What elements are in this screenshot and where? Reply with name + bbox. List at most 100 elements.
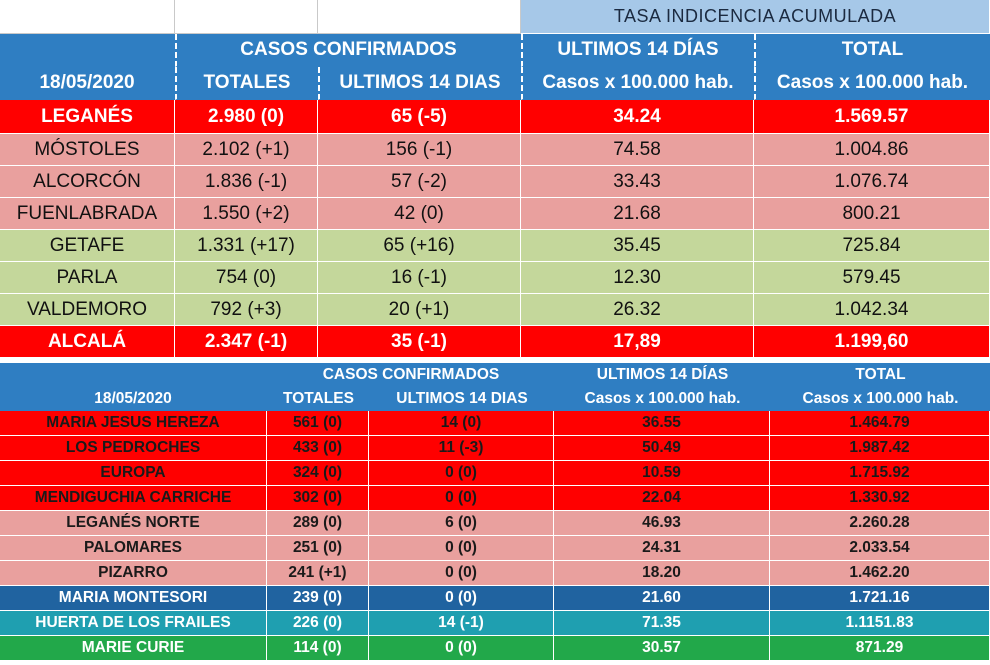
- row-name[interactable]: ALCORCÓN: [0, 166, 175, 198]
- row-totales[interactable]: 251 (0): [267, 536, 369, 561]
- row-total[interactable]: 1.042.34: [754, 294, 990, 326]
- row-name[interactable]: EUROPA: [0, 461, 267, 486]
- row-totales[interactable]: 241 (+1): [267, 561, 369, 586]
- row-rate14[interactable]: 21.60: [554, 586, 770, 611]
- row-totales[interactable]: 754 (0): [175, 262, 318, 294]
- row-name[interactable]: MARIA MONTESORI: [0, 586, 267, 611]
- row-ult14[interactable]: 11 (-3): [369, 436, 554, 461]
- header-total[interactable]: TOTAL: [770, 363, 990, 387]
- row-totales[interactable]: 2.980 (0): [175, 100, 318, 134]
- row-total[interactable]: 1.076.74: [754, 166, 990, 198]
- header-casos-confirmados[interactable]: CASOS CONFIRMADOS: [175, 34, 521, 67]
- blank-cell[interactable]: [318, 0, 521, 34]
- row-ult14[interactable]: 0 (0): [369, 461, 554, 486]
- row-name[interactable]: MÓSTOLES: [0, 134, 175, 166]
- row-totales[interactable]: 1.836 (-1): [175, 166, 318, 198]
- row-ult14[interactable]: 14 (0): [369, 411, 554, 436]
- row-total[interactable]: 1.199,60: [754, 326, 990, 358]
- row-name[interactable]: PALOMARES: [0, 536, 267, 561]
- row-rate14[interactable]: 50.49: [554, 436, 770, 461]
- row-rate14[interactable]: 17,89: [521, 326, 754, 358]
- row-name[interactable]: PARLA: [0, 262, 175, 294]
- row-ult14[interactable]: 65 (+16): [318, 230, 521, 262]
- row-name[interactable]: ALCALÁ: [0, 326, 175, 358]
- row-rate14[interactable]: 34.24: [521, 100, 754, 134]
- blank-cell[interactable]: [0, 0, 175, 34]
- header-ultimos-14[interactable]: ULTIMOS 14 DÍAS: [554, 363, 770, 387]
- row-total[interactable]: 2.033.54: [770, 536, 990, 561]
- row-total[interactable]: 800.21: [754, 198, 990, 230]
- row-name[interactable]: MARIA JESUS HEREZA: [0, 411, 267, 436]
- subheader-ultimos-14[interactable]: ULTIMOS 14 DIAS: [369, 387, 554, 411]
- subheader-totales[interactable]: TOTALES: [267, 387, 369, 411]
- row-rate14[interactable]: 71.35: [554, 611, 770, 636]
- row-totales[interactable]: 1.331 (+17): [175, 230, 318, 262]
- row-totales[interactable]: 433 (0): [267, 436, 369, 461]
- row-rate14[interactable]: 24.31: [554, 536, 770, 561]
- row-ult14[interactable]: 0 (0): [369, 636, 554, 661]
- header-ultimos-14[interactable]: ULTIMOS 14 DÍAS: [521, 34, 754, 67]
- row-total[interactable]: 725.84: [754, 230, 990, 262]
- row-name[interactable]: FUENLABRADA: [0, 198, 175, 230]
- row-ult14[interactable]: 6 (0): [369, 511, 554, 536]
- row-rate14[interactable]: 46.93: [554, 511, 770, 536]
- subheader-ultimos-14[interactable]: ULTIMOS 14 DIAS: [318, 67, 521, 100]
- row-totales[interactable]: 114 (0): [267, 636, 369, 661]
- header-empty[interactable]: [0, 363, 267, 387]
- subheader-totales[interactable]: TOTALES: [175, 67, 318, 100]
- header-tasa-incidencia[interactable]: TASA INDICENCIA ACUMULADA: [521, 0, 990, 34]
- subheader-rate-14[interactable]: Casos x 100.000 hab.: [521, 67, 754, 100]
- row-ult14[interactable]: 57 (-2): [318, 166, 521, 198]
- row-rate14[interactable]: 35.45: [521, 230, 754, 262]
- row-name[interactable]: MENDIGUCHIA CARRICHE: [0, 486, 267, 511]
- header-date[interactable]: 18/05/2020: [0, 387, 267, 411]
- blank-cell[interactable]: [175, 0, 318, 34]
- row-rate14[interactable]: 21.68: [521, 198, 754, 230]
- row-totales[interactable]: 2.347 (-1): [175, 326, 318, 358]
- row-name[interactable]: MARIE CURIE: [0, 636, 267, 661]
- row-totales[interactable]: 1.550 (+2): [175, 198, 318, 230]
- subheader-rate-14[interactable]: Casos x 100.000 hab.: [554, 387, 770, 411]
- row-name[interactable]: PIZARRO: [0, 561, 267, 586]
- row-ult14[interactable]: 0 (0): [369, 561, 554, 586]
- header-date[interactable]: 18/05/2020: [0, 67, 175, 100]
- row-ult14[interactable]: 35 (-1): [318, 326, 521, 358]
- header-casos-confirmados[interactable]: CASOS CONFIRMADOS: [267, 363, 554, 387]
- row-total[interactable]: 1.987.42: [770, 436, 990, 461]
- header-empty[interactable]: [0, 34, 175, 67]
- subheader-rate-total[interactable]: Casos x 100.000 hab.: [770, 387, 990, 411]
- row-rate14[interactable]: 33.43: [521, 166, 754, 198]
- row-total[interactable]: 1.715.92: [770, 461, 990, 486]
- row-totales[interactable]: 239 (0): [267, 586, 369, 611]
- row-name[interactable]: VALDEMORO: [0, 294, 175, 326]
- row-total[interactable]: 2.260.28: [770, 511, 990, 536]
- row-rate14[interactable]: 22.04: [554, 486, 770, 511]
- row-totales[interactable]: 561 (0): [267, 411, 369, 436]
- row-rate14[interactable]: 26.32: [521, 294, 754, 326]
- row-ult14[interactable]: 0 (0): [369, 536, 554, 561]
- header-total[interactable]: TOTAL: [754, 34, 990, 67]
- row-total[interactable]: 1.330.92: [770, 486, 990, 511]
- row-ult14[interactable]: 0 (0): [369, 486, 554, 511]
- row-ult14[interactable]: 14 (-1): [369, 611, 554, 636]
- subheader-rate-total[interactable]: Casos x 100.000 hab.: [754, 67, 990, 100]
- row-ult14[interactable]: 42 (0): [318, 198, 521, 230]
- row-rate14[interactable]: 10.59: [554, 461, 770, 486]
- row-total[interactable]: 1.1151.83: [770, 611, 990, 636]
- row-totales[interactable]: 792 (+3): [175, 294, 318, 326]
- row-ult14[interactable]: 156 (-1): [318, 134, 521, 166]
- row-rate14[interactable]: 30.57: [554, 636, 770, 661]
- row-rate14[interactable]: 18.20: [554, 561, 770, 586]
- row-totales[interactable]: 226 (0): [267, 611, 369, 636]
- row-rate14[interactable]: 12.30: [521, 262, 754, 294]
- row-name[interactable]: LEGANÉS NORTE: [0, 511, 267, 536]
- row-total[interactable]: 1.569.57: [754, 100, 990, 134]
- row-rate14[interactable]: 74.58: [521, 134, 754, 166]
- row-totales[interactable]: 302 (0): [267, 486, 369, 511]
- row-total[interactable]: 579.45: [754, 262, 990, 294]
- row-ult14[interactable]: 20 (+1): [318, 294, 521, 326]
- row-total[interactable]: 871.29: [770, 636, 990, 661]
- row-name[interactable]: LEGANÉS: [0, 100, 175, 134]
- row-ult14[interactable]: 65 (-5): [318, 100, 521, 134]
- row-ult14[interactable]: 0 (0): [369, 586, 554, 611]
